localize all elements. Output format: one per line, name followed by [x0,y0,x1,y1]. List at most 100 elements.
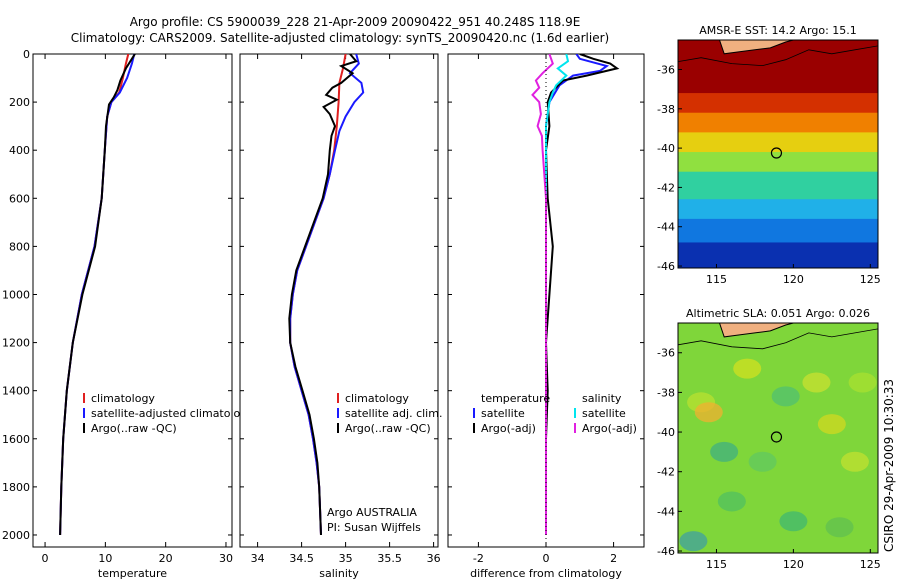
legend-header: temperature [481,392,550,405]
sla-anomaly-patch [771,386,800,407]
y-tick-label: -46 [657,260,675,273]
sst-band [678,93,878,114]
sla-anomaly-patch [733,358,762,379]
y-tick-label: 800 [9,240,30,253]
legend-label: satellite [481,407,525,420]
sla-anomaly-patch [840,451,869,472]
sst-band [678,112,878,134]
x-axis-label: salinity [319,567,359,580]
argo-location-marker [770,147,783,159]
series-line [545,54,570,535]
plot-frame [239,53,439,548]
legend-label: Argo(..raw -QC) [91,422,177,435]
legend-header: salinity [582,392,622,405]
x-tick-label: 115 [706,273,727,286]
sst-map-panel: AMSR-E SST: 14.2 Argo: 15.1 115 120 125 -36 -… [657,24,881,286]
temperature-panel: 0 10 20 30 0 200 400 600 800 1000 1200 1400 1600 1800… [2,48,254,580]
sla-background [678,323,878,553]
y-tick-label: -44 [657,505,675,518]
x-tick-label: 120 [783,273,804,286]
map-field [678,40,878,268]
y-tick-label: -44 [657,221,675,234]
salinity-panel: 34 34.5 35 35.5 36 salinity climatology satelli… [239,53,442,580]
x-tick-label: 120 [783,558,804,571]
sst-band [678,152,878,173]
y-tick-label: 600 [9,192,30,205]
map-title: Altimetric SLA: 0.051 Argo: 0.026 [686,307,870,320]
x-tick-label: 35.5 [377,552,402,565]
series-line [59,54,136,536]
x-tick-label: 0 [543,552,550,565]
legend-label: Argo(-adj) [582,422,637,435]
x-tick-label: 36 [427,552,441,565]
legend-label: satellite-adjusted climatology [91,407,254,420]
difference-panel: -2 0 2 difference from climatology temperatu… [447,53,645,580]
sla-anomaly-patch [717,491,746,512]
x-tick-label: 30 [219,552,233,565]
sla-anomaly-patch [802,372,831,393]
sla-anomaly-patch [848,372,877,393]
y-tick-label: 1200 [2,337,30,350]
depth-contour [678,328,878,350]
x-tick-label: 34.5 [289,552,314,565]
sla-anomaly-patch [679,531,708,552]
sla-anomaly-patch [825,517,854,538]
y-tick-label: -42 [657,181,675,194]
x-tick-label: 0 [42,552,49,565]
sla-anomaly-patch [694,402,723,423]
argo-location-marker [770,431,783,443]
y-tick-label: -36 [657,347,675,360]
map-field [678,323,878,553]
side-timestamp-label: CSIRO 29-Apr-2009 10:30:33 [882,379,896,552]
x-tick-label: 125 [860,558,881,571]
x-axis-label: temperature [98,567,167,580]
legend-label: satellite [582,407,626,420]
y-tick-label: -38 [657,103,675,116]
map-frame [677,39,879,269]
series-line [544,54,620,535]
y-tick-label: 0 [23,48,30,61]
sla-map-panel: Altimetric SLA: 0.051 Argo: 0.026 115 120 1… [657,307,881,571]
map-title: AMSR-E SST: 14.2 Argo: 15.1 [699,24,857,37]
series-line [288,54,358,536]
y-tick-label: -36 [657,63,675,76]
sla-anomaly-patch [779,511,808,532]
x-tick-label: 34 [251,552,265,565]
figure-title-line1: Argo profile: CS 5900039_228 21-Apr-2009… [130,15,581,29]
y-tick-label: -40 [657,426,675,439]
sst-band [678,199,878,220]
y-tick-label: -38 [657,386,675,399]
annotation-text: Argo AUSTRALIA [327,506,417,519]
sst-band [678,171,878,201]
plot-frame [32,53,233,548]
x-tick-label: 20 [159,552,173,565]
sst-band [678,40,878,95]
x-tick-label: 35 [339,552,353,565]
y-tick-label: 1000 [2,288,30,301]
y-tick-label: 200 [9,96,30,109]
y-tick-label: 1600 [2,433,30,446]
depth-contour [678,45,878,67]
y-tick-label: -46 [657,545,675,558]
y-tick-label: -40 [657,142,675,155]
y-tick-label: 400 [9,144,30,157]
x-tick-label: 10 [98,552,112,565]
legend-label: satellite adj. clim. [345,407,442,420]
x-tick-label: 115 [706,558,727,571]
x-tick-label: 2 [610,552,617,565]
x-tick-label: -2 [473,552,484,565]
figure-title-line2: Climatology: CARS2009. Satellite-adjuste… [71,31,609,45]
map-frame [677,322,879,554]
sla-anomaly-patch [710,441,739,462]
legend-label: Argo(-adj) [481,422,536,435]
y-tick-label: -42 [657,466,675,479]
legend-label: climatology [91,392,155,405]
legend-label: climatology [345,392,409,405]
series-line [531,54,554,535]
sla-anomaly-patch [817,414,846,435]
sst-band [678,132,878,154]
x-axis-label: difference from climatology [470,567,622,580]
sla-anomaly-patch [748,451,777,472]
legend-label: Argo(..raw -QC) [345,422,431,435]
